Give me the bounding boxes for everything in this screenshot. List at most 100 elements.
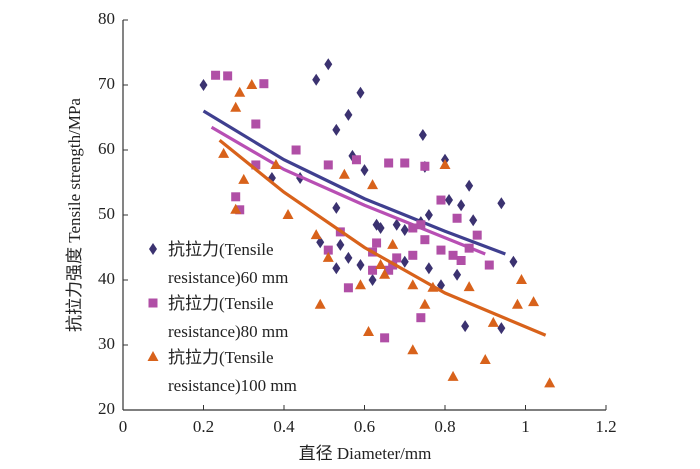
triangle-marker	[367, 179, 379, 190]
square-marker	[484, 260, 494, 270]
diamond-marker	[149, 243, 157, 255]
trend-line	[218, 139, 547, 337]
square-marker	[436, 195, 446, 205]
triangle-marker	[354, 279, 366, 290]
diamond-marker	[360, 164, 369, 177]
diamond-marker	[424, 209, 433, 221]
y-tick-label: 80	[98, 9, 115, 28]
square-marker	[291, 145, 301, 155]
square-marker	[384, 265, 394, 275]
square-marker	[148, 298, 158, 308]
triangle-marker	[363, 326, 375, 336]
square-marker	[251, 160, 261, 170]
diamond-marker	[199, 79, 208, 91]
triangle-marker	[379, 268, 391, 279]
x-tick-label: 0	[119, 417, 128, 436]
y-tick-label: 20	[98, 399, 115, 418]
triangle-marker	[387, 238, 399, 249]
diamond-marker	[332, 201, 341, 214]
square-marker	[420, 161, 430, 171]
diamond-marker	[497, 197, 506, 210]
square-marker	[464, 243, 474, 253]
square-marker	[392, 253, 402, 263]
x-tick-label: 0.4	[273, 417, 295, 436]
square-marker	[436, 245, 446, 255]
triangle-marker	[230, 203, 242, 214]
triangle-marker	[463, 281, 475, 292]
x-tick-label: 1.2	[595, 417, 616, 436]
y-tick-label: 70	[98, 74, 115, 93]
x-axis-label: 直径 Diameter/mm	[299, 444, 432, 463]
square-marker	[380, 333, 390, 343]
diamond-marker	[332, 262, 341, 275]
square-marker	[223, 71, 233, 81]
legend-label: 抗拉力(Tensile resistance)80 mm	[168, 294, 289, 341]
square-marker	[416, 313, 426, 323]
triangle-marker	[511, 298, 523, 309]
diamond-marker	[336, 238, 345, 251]
y-axis-label: 抗拉力强度 Tensile strength/MPa	[65, 98, 84, 332]
diamond-marker	[332, 123, 341, 136]
trend-line	[210, 125, 486, 256]
triangle-marker	[407, 279, 419, 290]
legend-label: 抗拉力(Tensile resistance)60 mm	[168, 240, 289, 287]
triangle-marker	[407, 344, 419, 355]
triangle-marker	[314, 298, 326, 309]
diamond-marker	[356, 259, 365, 272]
y-tick-label: 30	[98, 334, 115, 353]
diamond-marker	[497, 322, 506, 335]
diamond-marker	[392, 218, 401, 231]
diamond-marker	[344, 108, 353, 121]
square-marker	[343, 283, 353, 293]
x-tick-label: 0.6	[354, 417, 375, 436]
triangle-marker	[479, 353, 491, 364]
triangle-marker	[338, 168, 350, 179]
square-marker	[472, 230, 482, 240]
triangle-marker	[544, 377, 556, 388]
square-marker	[420, 235, 430, 245]
square-marker	[323, 160, 333, 170]
diamond-marker	[469, 214, 478, 227]
square-marker	[408, 223, 418, 233]
triangle-marker	[218, 147, 230, 158]
square-marker	[259, 79, 269, 89]
square-marker	[452, 213, 462, 223]
square-marker	[408, 250, 418, 260]
square-marker	[400, 158, 410, 168]
square-marker	[323, 245, 333, 255]
y-tick-label: 40	[98, 269, 115, 288]
square-marker	[231, 192, 241, 202]
triangle-marker	[427, 281, 439, 292]
legend-label: 抗拉力(Tensile resistance)100 mm	[168, 348, 297, 395]
diamond-marker	[445, 194, 454, 207]
diamond-marker	[400, 255, 409, 268]
diamond-marker	[344, 251, 353, 264]
triangle-marker	[238, 173, 250, 184]
x-tick-label: 1	[521, 417, 530, 436]
diamond-marker	[418, 129, 427, 142]
square-marker	[368, 265, 378, 275]
triangle-marker	[234, 86, 246, 97]
triangle-marker	[270, 158, 282, 169]
diamond-marker	[453, 268, 462, 281]
triangle-marker	[147, 351, 159, 361]
triangle-marker	[515, 274, 527, 284]
triangle-marker	[322, 251, 334, 262]
diamond-marker	[424, 262, 433, 275]
diamond-marker	[509, 255, 518, 268]
diamond-marker	[324, 58, 333, 71]
square-marker	[448, 250, 458, 260]
triangle-marker	[419, 298, 431, 309]
diamond-marker	[316, 236, 325, 249]
diamond-marker	[400, 223, 409, 236]
triangle-marker	[282, 209, 294, 219]
square-marker	[351, 155, 361, 165]
triangle-marker	[310, 229, 322, 240]
triangle-marker	[528, 296, 540, 307]
square-marker	[251, 119, 261, 129]
triangle-marker	[375, 259, 387, 270]
x-tick-label: 0.2	[193, 417, 214, 436]
square-marker	[211, 70, 221, 80]
